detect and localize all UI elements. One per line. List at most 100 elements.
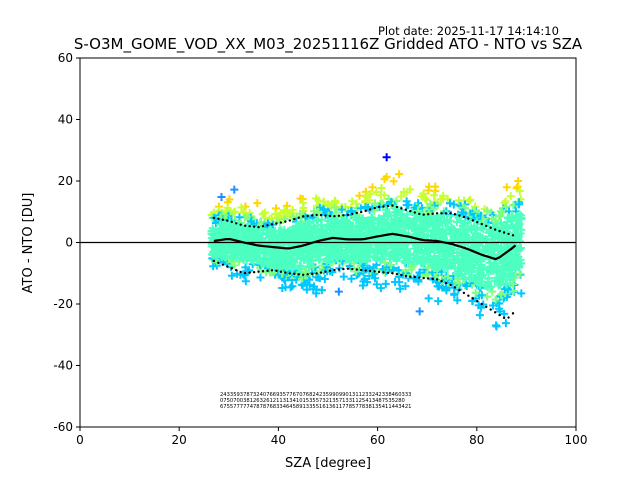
scatter-point-342 — [241, 263, 250, 272]
lower-sd-point — [444, 281, 448, 285]
scatter-point-805 — [313, 216, 322, 225]
lower-sd-point — [453, 286, 457, 289]
scatter-point-210 — [397, 192, 406, 201]
scatter-point-172 — [380, 191, 389, 200]
scatter-point-19 — [282, 201, 291, 210]
upper-sd-point — [248, 225, 251, 228]
count-row-3: 6755777774787876833464589133551613611778… — [220, 404, 411, 410]
lower-sd-point — [467, 294, 470, 297]
lower-sd-point — [270, 269, 274, 272]
upper-sd-point — [391, 204, 394, 207]
upper-sd-point — [413, 211, 416, 214]
scatter-point-79 — [339, 272, 348, 281]
scatter-point-2 — [230, 185, 239, 194]
upper-sd-point — [458, 214, 461, 217]
x-tick-label-100: 100 — [565, 433, 588, 447]
lower-sd-point — [391, 272, 394, 275]
lower-sd-point — [386, 271, 390, 274]
scatter-point-13 — [380, 175, 389, 184]
scatter-point-926 — [517, 215, 526, 224]
scatter-point-923 — [452, 218, 461, 227]
lower-sd-point — [243, 271, 247, 275]
lower-sd-point — [337, 268, 341, 271]
statistics-curves — [212, 204, 517, 320]
scatter-point-45 — [310, 282, 319, 291]
upper-sd-point — [328, 214, 332, 218]
scatter-point-1183 — [484, 274, 493, 283]
lower-sd-point — [333, 268, 336, 272]
upper-sd-point — [360, 210, 363, 214]
upper-sd-point — [235, 222, 238, 225]
y-tick-label--20: -20 — [53, 297, 73, 311]
lower-sd-point — [324, 270, 327, 273]
upper-sd-point — [306, 214, 309, 218]
scatter-point-241 — [483, 206, 492, 215]
upper-sd-point — [252, 225, 256, 228]
x-tick-label-60: 60 — [370, 433, 385, 447]
upper-sd-point — [315, 213, 318, 217]
y-tick-label--60: -60 — [53, 420, 73, 434]
lower-sd-point — [395, 272, 399, 276]
scatter-point-186 — [287, 212, 296, 221]
scatter-point-0 — [382, 153, 391, 162]
upper-sd-point — [257, 225, 260, 229]
chart-title: S-O3M_GOME_VOD_XX_M03_20251116Z Gridded … — [74, 35, 583, 54]
lower-sd-point — [212, 259, 216, 263]
lower-sd-point — [351, 267, 354, 271]
scatter-point-593 — [488, 287, 497, 296]
scatter-point-406 — [491, 295, 500, 304]
scatter-point-391 — [483, 292, 492, 301]
lower-sd-point — [458, 288, 461, 292]
lower-sd-point — [346, 267, 350, 270]
scatter-point-1311 — [514, 221, 523, 230]
scatter-point-88 — [517, 289, 526, 298]
upper-sd-point — [471, 219, 475, 222]
y-tick-label-60: 60 — [58, 51, 73, 65]
lower-sd-point — [440, 280, 443, 283]
scatter-point-31 — [492, 321, 501, 330]
scatter-point-258 — [335, 264, 344, 273]
upper-sd-point — [270, 223, 274, 226]
scatter-point-3 — [334, 287, 343, 296]
scatter-point-503 — [318, 261, 327, 270]
scatter-point-130 — [441, 283, 450, 292]
scatter-point-114 — [421, 194, 430, 203]
upper-sd-point — [453, 213, 457, 216]
scatter-point-259 — [449, 200, 458, 209]
scatter-point-372 — [477, 291, 486, 300]
scatter-point-83 — [430, 191, 439, 200]
lower-sd-point — [257, 270, 260, 273]
lower-sd-point — [409, 275, 412, 278]
upper-sd-point — [346, 213, 350, 217]
scatter-point-243 — [288, 213, 297, 222]
upper-sd-point — [279, 221, 283, 224]
scatter-point-25 — [376, 284, 385, 293]
lower-sd-point — [342, 267, 345, 271]
lower-sd-point — [404, 274, 408, 278]
scatter-point-194 — [500, 199, 509, 208]
scatter-point-135 — [422, 195, 431, 204]
scatter-point-36 — [424, 186, 433, 195]
scatter-point-379 — [454, 279, 463, 288]
upper-sd-point — [364, 209, 367, 213]
upper-sd-point — [382, 205, 385, 208]
upper-sd-point — [507, 232, 510, 236]
upper-sd-point — [342, 214, 345, 217]
lower-sd-point — [221, 263, 225, 266]
lower-sd-point — [422, 276, 425, 280]
scatter-point-81 — [515, 186, 524, 195]
upper-sd-point — [284, 220, 287, 223]
upper-sd-point — [400, 207, 403, 210]
lower-sd-point — [413, 275, 416, 279]
scatter-point-37 — [302, 285, 311, 294]
upper-sd-point — [333, 215, 336, 218]
scatter-point-816 — [507, 217, 516, 226]
lower-sd-point — [310, 272, 314, 276]
scatter-point-819 — [456, 216, 465, 225]
upper-sd-point — [297, 216, 300, 219]
upper-sd-point — [319, 213, 323, 217]
upper-sd-point — [293, 217, 296, 221]
scatter-point-34 — [389, 177, 398, 186]
lower-sd-point — [476, 300, 479, 303]
scatter-point-8 — [434, 297, 443, 306]
